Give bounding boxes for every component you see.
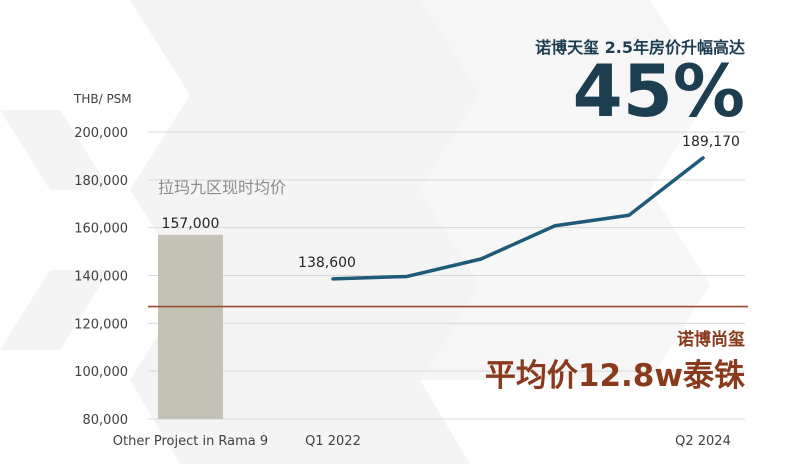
y-tick-label: 180,000 <box>74 174 128 189</box>
y-tick-label: 160,000 <box>74 222 128 237</box>
headline-title: 诺博天玺 2.5年房价升幅高达 <box>535 38 745 57</box>
series-line <box>331 156 705 281</box>
background-chevron <box>130 0 480 95</box>
background-chevron <box>0 110 110 190</box>
bar-value-label: 157,000 <box>162 216 220 232</box>
background-chevron <box>420 95 710 190</box>
x-tick-label: Other Project in Rama 9 <box>113 434 268 449</box>
background-chevron <box>420 0 710 95</box>
background-chevron <box>0 270 110 350</box>
background-chevron <box>420 190 710 285</box>
y-tick-label: 120,000 <box>74 317 128 332</box>
x-tick-label: Q1 2022 <box>305 434 361 449</box>
bar-caption: 拉玛九区现时均价 <box>158 178 287 197</box>
y-tick-label: 100,000 <box>74 365 128 380</box>
y-tick-label: 140,000 <box>74 270 128 285</box>
y-tick-label: 200,000 <box>74 126 128 141</box>
point-value-label: 138,600 <box>298 255 356 271</box>
background-chevron <box>130 95 480 190</box>
bar <box>158 234 223 419</box>
y-axis-unit-label: THB/ PSM <box>74 92 132 106</box>
average-price-value: 平均价12.8w泰铢 <box>484 358 745 394</box>
average-price-label: 诺博尚玺 <box>677 330 745 350</box>
background-chevron <box>420 285 710 380</box>
x-tick-label: Q2 2024 <box>675 434 731 449</box>
point-value-label: 189,170 <box>682 134 740 150</box>
headline-percent: 45% <box>572 49 745 133</box>
y-tick-label: 80,000 <box>83 413 129 428</box>
